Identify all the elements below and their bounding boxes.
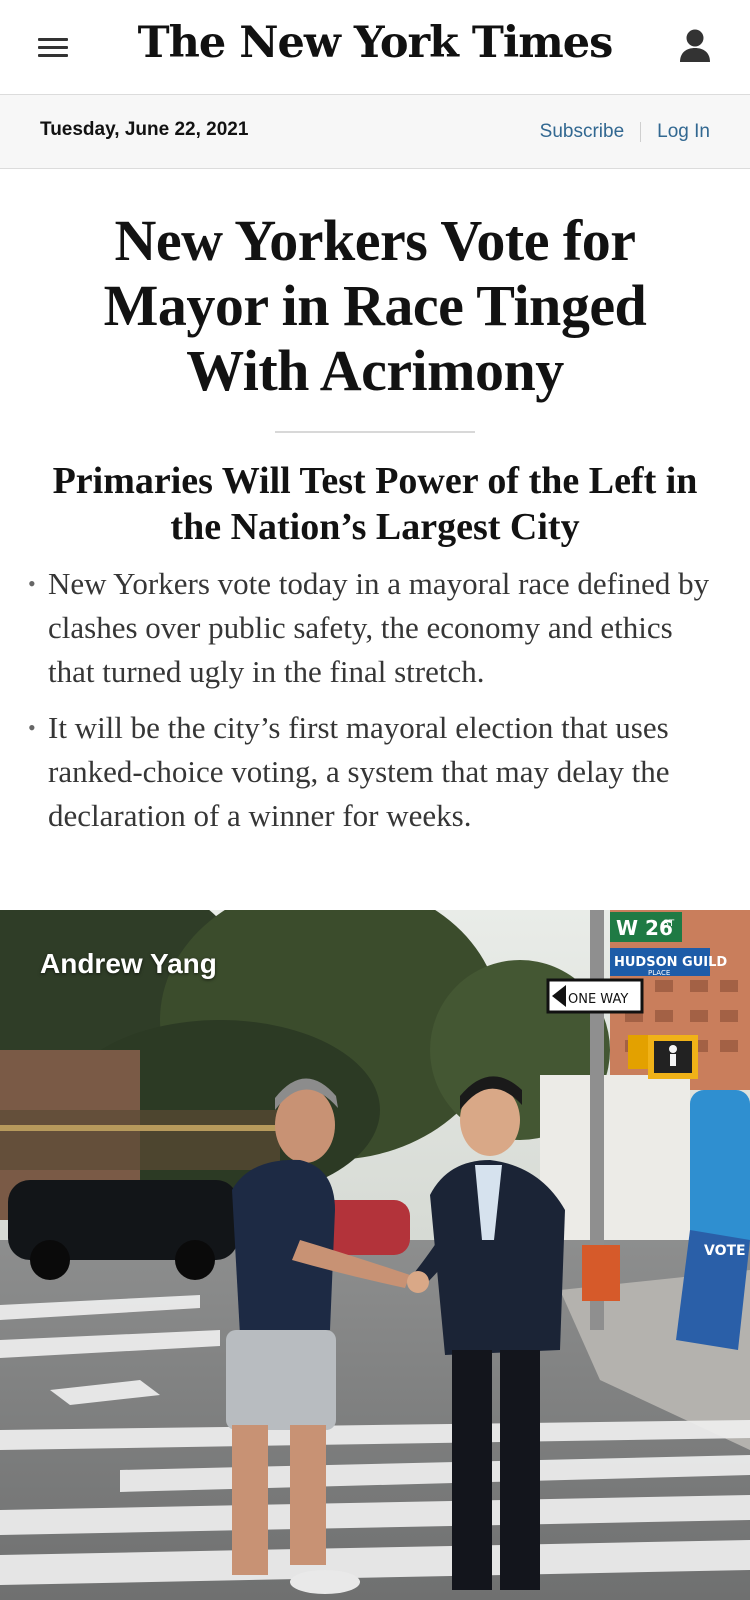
place-sign-sub: PLACE (648, 969, 670, 977)
summary-item: It will be the city’s first mayoral elec… (28, 706, 718, 838)
black-car (8, 1180, 238, 1260)
date-bar: Tuesday, June 22, 2021 Subscribe Log In (0, 95, 750, 169)
andrew-yang (407, 1076, 565, 1590)
campaign-poster-text: VOTE (704, 1243, 746, 1259)
place-sign (610, 948, 710, 976)
summary-item: New Yorkers vote today in a mayoral race… (28, 562, 718, 694)
crosswalk (0, 1295, 750, 1585)
street-sign-text: W 26 (616, 916, 673, 940)
street-sign-suffix: ST (663, 919, 675, 929)
link-divider (640, 122, 642, 142)
article-subheadline[interactable]: Primaries Will Test Power of the Left in… (52, 460, 698, 548)
place-sign-text: HUDSON GUILD (614, 955, 727, 970)
user-icon[interactable] (678, 28, 712, 66)
masthead-logo[interactable]: The New York Times (137, 18, 614, 68)
subscribe-link[interactable]: Subscribe (539, 121, 625, 142)
article-headline[interactable]: New Yorkers Vote for Mayor in Race Tinge… (103, 208, 647, 403)
summary-list: New Yorkers vote today in a mayoral race… (28, 562, 718, 850)
hamburger-menu-icon[interactable] (38, 34, 70, 60)
street-sign (610, 912, 682, 942)
street-pole (590, 910, 604, 1330)
account-links: Subscribe Log In (540, 121, 710, 143)
red-car (310, 1200, 410, 1255)
photo-caption-label[interactable]: Andrew Yang (40, 948, 217, 979)
current-date: Tuesday, June 22, 2021 (40, 119, 249, 140)
delivery-truck (540, 1075, 690, 1245)
man-in-navy-shirt (226, 1078, 410, 1594)
street-scene-illustration: W 26 ST HUDSON GUILD PLACE ONE WAY VOTE (0, 910, 750, 1600)
login-link[interactable]: Log In (657, 121, 710, 142)
one-way-sign-text: ONE WAY (568, 992, 628, 1007)
campaign-poster (676, 1230, 750, 1350)
lead-photo[interactable]: W 26 ST HUDSON GUILD PLACE ONE WAY VOTE (0, 910, 750, 1600)
top-nav-bar: The New York Times (0, 0, 750, 95)
headline-divider (275, 431, 475, 433)
